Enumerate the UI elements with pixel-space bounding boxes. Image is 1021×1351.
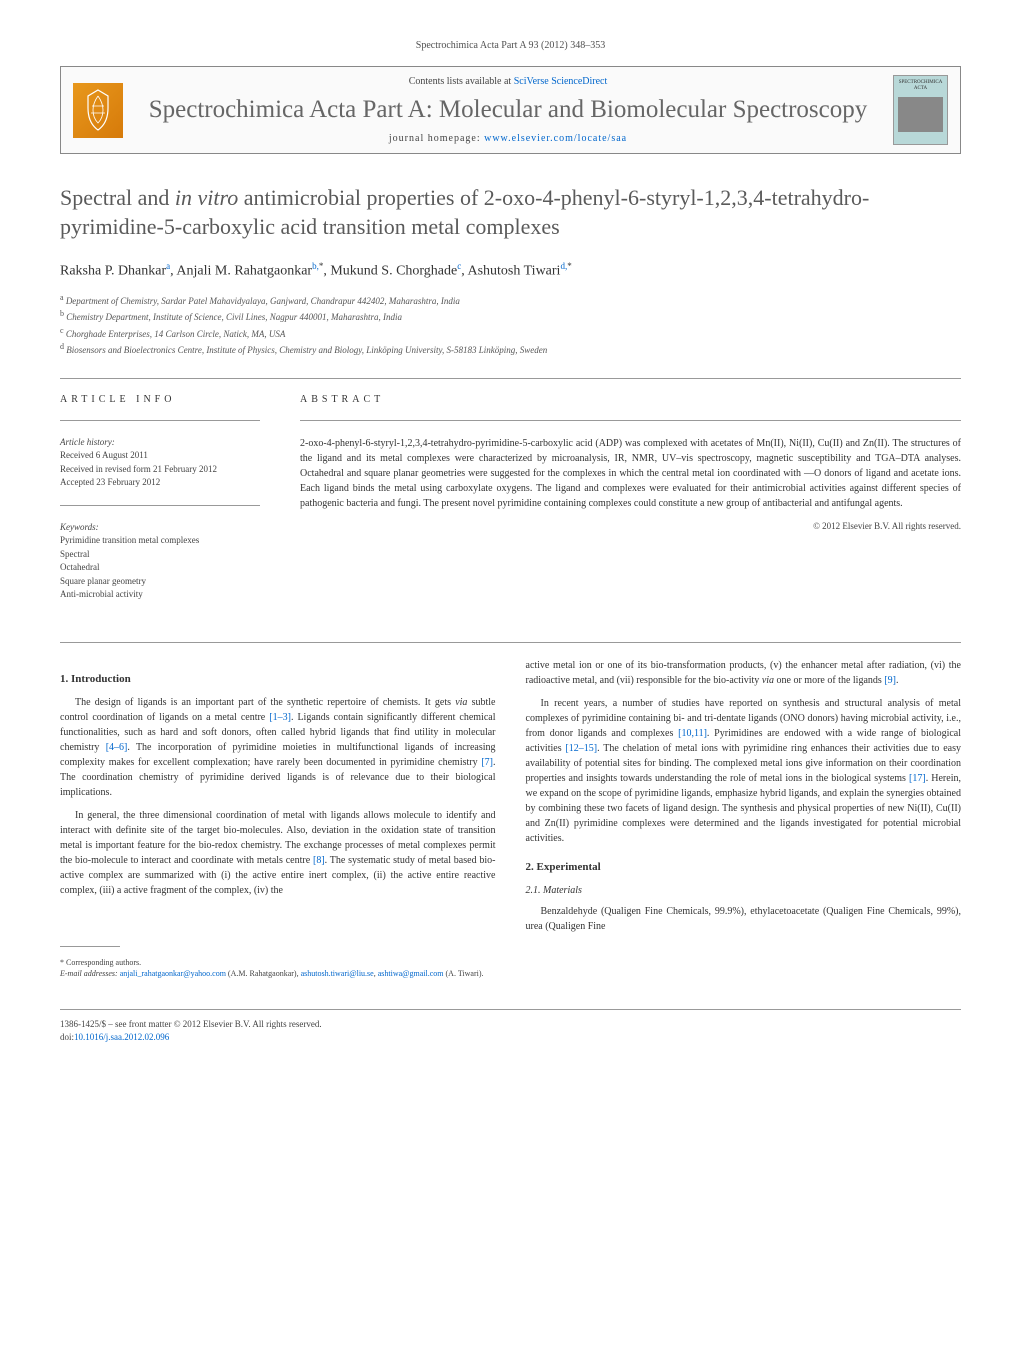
keyword-line: Anti-microbial activity <box>60 588 260 602</box>
body-columns: 1. Introduction The design of ligands is… <box>60 658 961 979</box>
elsevier-logo-icon <box>73 83 123 138</box>
cover-image-placeholder <box>898 97 943 132</box>
abstract-text: 2-oxo-4-phenyl-6-styryl-1,2,3,4-tetrahyd… <box>300 436 961 511</box>
keywords-label: Keywords: <box>60 521 260 535</box>
sciencedirect-link[interactable]: SciVerse ScienceDirect <box>514 76 608 87</box>
contents-available-line: Contents lists available at SciVerse Sci… <box>143 76 873 87</box>
corresponding-email-1[interactable]: anjali_rahatgaonkar@yahoo.com <box>120 969 226 978</box>
history-line: Received in revised form 21 February 201… <box>60 463 260 477</box>
journal-homepage-line: journal homepage: www.elsevier.com/locat… <box>143 133 873 144</box>
affiliation-line: c Chorghade Enterprises, 14 Carlson Circ… <box>60 325 961 342</box>
doi-link[interactable]: 10.1016/j.saa.2012.02.096 <box>74 1032 169 1042</box>
history-line: Accepted 23 February 2012 <box>60 476 260 490</box>
left-column: 1. Introduction The design of ligands is… <box>60 658 496 979</box>
article-info-heading: ARTICLE INFO <box>60 394 260 405</box>
affiliation-line: b Chemistry Department, Institute of Sci… <box>60 308 961 325</box>
corresponding-email-2[interactable]: ashutosh.tiwari@liu.se <box>301 969 374 978</box>
materials-heading: 2.1. Materials <box>526 885 962 896</box>
abstract-heading: ABSTRACT <box>300 394 961 405</box>
materials-paragraph-1: Benzaldehyde (Qualigen Fine Chemicals, 9… <box>526 904 962 934</box>
intro-paragraph-4: In recent years, a number of studies hav… <box>526 696 962 846</box>
keywords-block: Keywords: Pyrimidine transition metal co… <box>60 521 260 602</box>
divider-line-2 <box>60 642 961 643</box>
corresponding-name-2: (A. Tiwari). <box>446 969 484 978</box>
corresponding-authors-block: * Corresponding authors. E-mail addresse… <box>60 957 496 979</box>
info-divider <box>60 420 260 421</box>
cover-label: SPECTROCHIMICA ACTA <box>898 80 943 91</box>
contents-prefix: Contents lists available at <box>409 76 514 87</box>
info-divider-2 <box>60 505 260 506</box>
authors-list: Raksha P. Dhankara, Anjali M. Rahatgaonk… <box>60 261 961 280</box>
affiliation-line: d Biosensors and Bioelectronics Centre, … <box>60 341 961 358</box>
divider-line <box>60 378 961 379</box>
corresponding-label: * Corresponding authors. <box>60 957 496 968</box>
corresponding-emails: E-mail addresses: anjali_rahatgaonkar@ya… <box>60 968 496 979</box>
article-history-block: Article history: Received 6 August 2011R… <box>60 436 260 490</box>
intro-paragraph-3: active metal ion or one of its bio-trans… <box>526 658 962 688</box>
doi-prefix: doi: <box>60 1032 74 1042</box>
experimental-heading: 2. Experimental <box>526 861 962 873</box>
affiliations-block: a Department of Chemistry, Sardar Patel … <box>60 292 961 358</box>
banner-center: Contents lists available at SciVerse Sci… <box>143 76 873 144</box>
affiliation-line: a Department of Chemistry, Sardar Patel … <box>60 292 961 309</box>
history-line: Received 6 August 2011 <box>60 449 260 463</box>
history-label: Article history: <box>60 436 260 450</box>
keyword-line: Spectral <box>60 548 260 562</box>
corresponding-name-1: (A.M. Rahatgaonkar), <box>228 969 299 978</box>
issn-copyright-line: 1386-1425/$ – see front matter © 2012 El… <box>60 1018 961 1031</box>
footnote-rule <box>60 946 120 947</box>
intro-paragraph-2: In general, the three dimensional coordi… <box>60 808 496 898</box>
keyword-line: Square planar geometry <box>60 575 260 589</box>
corresponding-email-3[interactable]: ashtiwa@gmail.com <box>378 969 444 978</box>
keyword-line: Pyrimidine transition metal complexes <box>60 534 260 548</box>
email-label: E-mail addresses: <box>60 969 118 978</box>
right-column: active metal ion or one of its bio-trans… <box>526 658 962 979</box>
article-title: Spectral and in vitro antimicrobial prop… <box>60 184 961 241</box>
abstract-column: ABSTRACT 2-oxo-4-phenyl-6-styryl-1,2,3,4… <box>300 394 961 617</box>
abstract-copyright: © 2012 Elsevier B.V. All rights reserved… <box>300 521 961 531</box>
journal-title: Spectrochimica Acta Part A: Molecular an… <box>143 95 873 125</box>
info-abstract-row: ARTICLE INFO Article history: Received 6… <box>60 394 961 617</box>
journal-banner: Contents lists available at SciVerse Sci… <box>60 66 961 154</box>
doi-line: doi:10.1016/j.saa.2012.02.096 <box>60 1031 961 1044</box>
footer-block: 1386-1425/$ – see front matter © 2012 El… <box>60 1009 961 1043</box>
homepage-prefix: journal homepage: <box>389 133 484 144</box>
journal-homepage-link[interactable]: www.elsevier.com/locate/saa <box>484 133 627 144</box>
running-header: Spectrochimica Acta Part A 93 (2012) 348… <box>60 40 961 51</box>
introduction-heading: 1. Introduction <box>60 673 496 685</box>
journal-cover-thumbnail: SPECTROCHIMICA ACTA <box>893 75 948 145</box>
article-info-column: ARTICLE INFO Article history: Received 6… <box>60 394 260 617</box>
intro-paragraph-1: The design of ligands is an important pa… <box>60 695 496 800</box>
abstract-divider <box>300 420 961 421</box>
keyword-line: Octahedral <box>60 561 260 575</box>
